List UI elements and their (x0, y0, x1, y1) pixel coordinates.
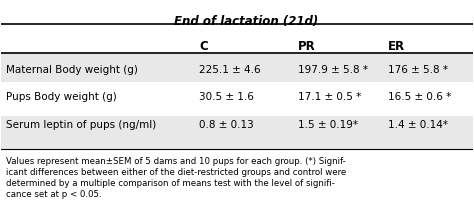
Text: ER: ER (388, 40, 405, 53)
Text: PR: PR (298, 40, 316, 53)
Bar (1, 54, 473, 83)
Text: 16.5 ± 0.6 *: 16.5 ± 0.6 * (388, 92, 451, 102)
Bar (1, 116, 473, 150)
Text: Values represent mean±SEM of 5 dams and 10 pups for each group. (*) Signif-
ican: Values represent mean±SEM of 5 dams and … (6, 156, 346, 198)
Text: C: C (199, 40, 208, 53)
Text: 0.8 ± 0.13: 0.8 ± 0.13 (199, 120, 254, 130)
Text: 30.5 ± 1.6: 30.5 ± 1.6 (199, 92, 254, 102)
Bar (1, 83, 473, 116)
Text: 1.5 ± 0.19*: 1.5 ± 0.19* (298, 120, 358, 130)
Text: Serum leptin of pups (ng/ml): Serum leptin of pups (ng/ml) (6, 120, 156, 130)
Text: 176 ± 5.8 *: 176 ± 5.8 * (388, 64, 448, 74)
Text: Maternal Body weight (g): Maternal Body weight (g) (6, 64, 138, 74)
Text: 17.1 ± 0.5 *: 17.1 ± 0.5 * (298, 92, 362, 102)
Text: 1.4 ± 0.14*: 1.4 ± 0.14* (388, 120, 448, 130)
Text: 197.9 ± 5.8 *: 197.9 ± 5.8 * (298, 64, 368, 74)
Text: End of lactation (21d): End of lactation (21d) (174, 15, 319, 28)
Text: 225.1 ± 4.6: 225.1 ± 4.6 (199, 64, 261, 74)
Text: Pups Body weight (g): Pups Body weight (g) (6, 92, 117, 102)
